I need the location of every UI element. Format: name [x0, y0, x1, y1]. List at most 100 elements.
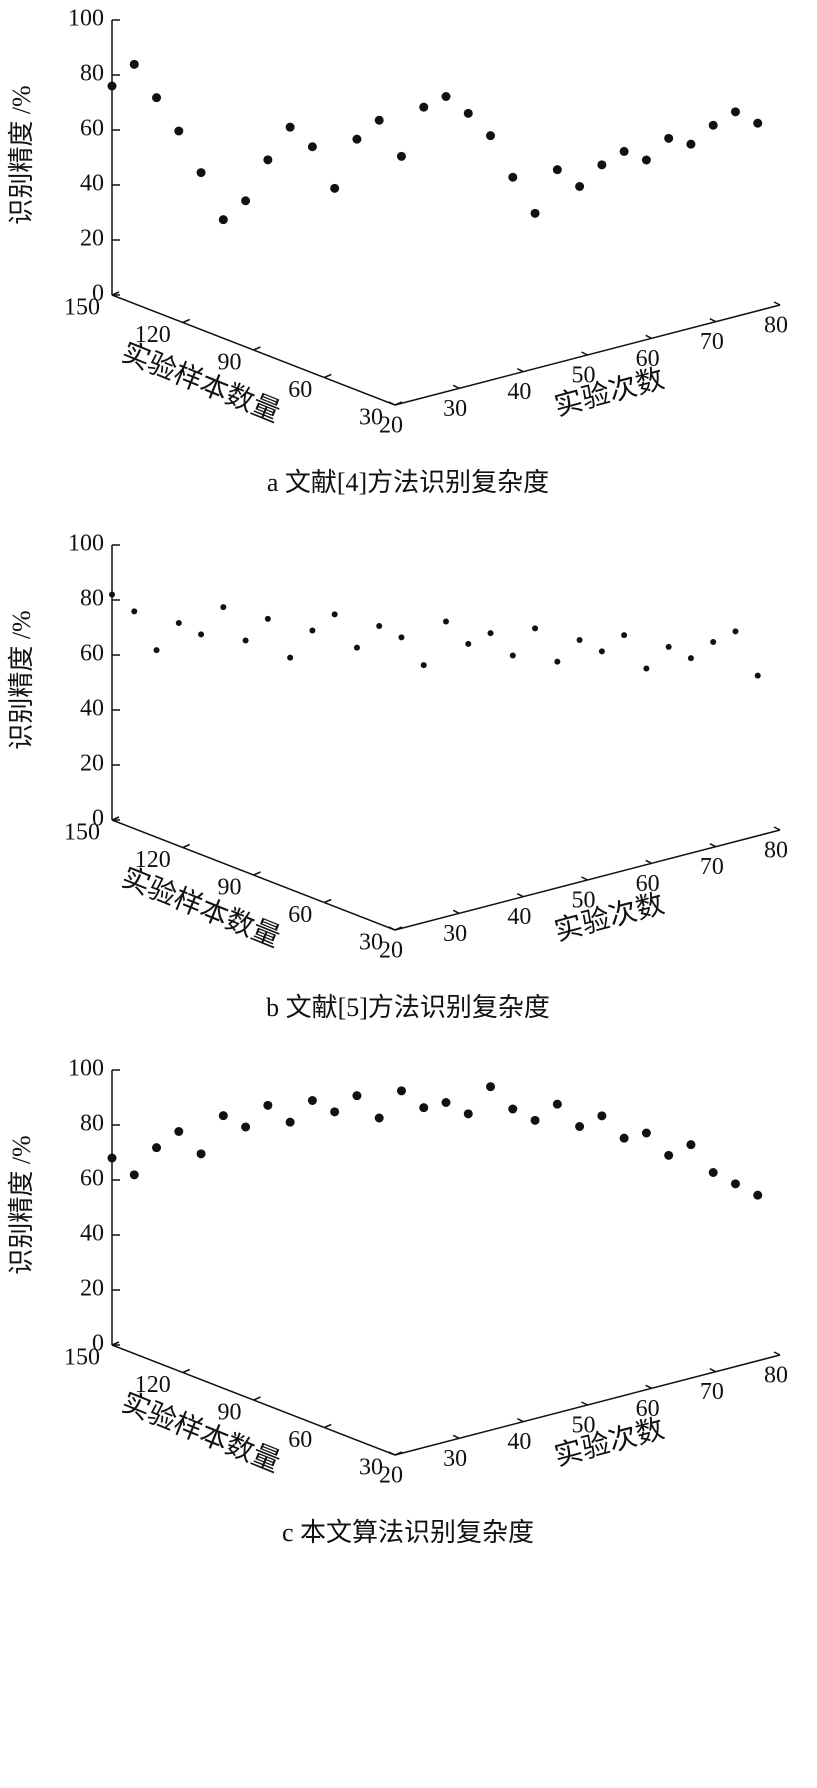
y-tick-label: 60: [288, 902, 312, 928]
x-tick: [773, 1351, 781, 1356]
data-point: [107, 1153, 117, 1163]
data-point: [597, 1111, 607, 1121]
data-point: [508, 172, 518, 182]
x-tick-label: 70: [700, 854, 724, 880]
data-point: [242, 637, 249, 644]
y-axis-label: 实验样本数量: [117, 336, 285, 429]
data-point: [443, 618, 449, 625]
y-tick: [111, 291, 120, 296]
y-tick: [111, 816, 120, 821]
data-point: [463, 108, 473, 118]
data-point: [109, 591, 115, 598]
y-tick-label: 90: [218, 875, 242, 901]
y-tick: [111, 1341, 120, 1346]
data-point: [129, 1170, 139, 1180]
y-axis-label: 实验样本数量: [117, 1386, 285, 1479]
z-axis-label: 识别精度 /%: [7, 610, 36, 749]
data-point: [530, 1115, 540, 1125]
data-point: [218, 1111, 228, 1121]
z-tick-label: 40: [80, 171, 104, 197]
data-point: [575, 182, 585, 191]
z-axis-label: 识别精度 /%: [7, 85, 36, 224]
x-tick: [516, 892, 524, 898]
y-tick-label: 30: [359, 405, 383, 431]
data-point: [175, 620, 182, 626]
data-point: [287, 654, 294, 661]
caption: c 本文算法识别复杂度: [282, 1518, 534, 1547]
data-point: [486, 131, 496, 141]
data-point: [508, 1104, 518, 1114]
y-tick: [253, 1396, 261, 1401]
data-point: [285, 1117, 295, 1127]
x-tick-label: 70: [700, 1379, 724, 1405]
x-tick-label: 60: [636, 1396, 660, 1422]
y-tick: [394, 1451, 403, 1456]
data-point: [686, 1140, 696, 1150]
y-tick-label: 120: [135, 1372, 171, 1398]
z-tick-label: 100: [68, 531, 104, 557]
data-point: [129, 59, 139, 69]
data-point: [708, 120, 718, 130]
x-tick: [645, 859, 653, 865]
data-point: [352, 1091, 362, 1101]
data-point: [420, 662, 427, 669]
data-point: [598, 648, 605, 655]
y-tick-label: 30: [359, 1455, 383, 1481]
y-tick-label: 60: [288, 1427, 312, 1453]
x-tick-label: 20: [379, 938, 403, 964]
x-tick-label: 20: [379, 413, 403, 439]
z-tick-label: 40: [80, 1221, 104, 1247]
y-tick-label: 150: [64, 1345, 100, 1371]
x-tick: [709, 1367, 717, 1373]
y-tick-label: 120: [135, 847, 171, 873]
x-tick: [773, 301, 781, 306]
x-tick-label: 80: [764, 838, 788, 864]
caption: a 文献[4]方法识别复杂度: [267, 468, 549, 497]
z-tick-label: 60: [80, 641, 104, 667]
y-tick: [394, 401, 403, 406]
z-tick-label: 80: [80, 1111, 104, 1137]
data-point: [331, 611, 338, 618]
data-point: [532, 625, 539, 632]
data-point: [486, 1082, 496, 1092]
data-point: [597, 160, 607, 170]
x-axis-label: 实验次数: [551, 888, 667, 948]
x-tick: [452, 909, 460, 915]
data-point: [753, 118, 763, 128]
y-tick: [323, 1423, 332, 1429]
data-point: [374, 115, 384, 125]
z-tick-label: 20: [80, 226, 104, 252]
data-point: [398, 634, 405, 641]
y-tick: [253, 346, 261, 351]
data-point: [643, 665, 650, 672]
x-tick-label: 80: [764, 313, 788, 339]
data-point: [530, 208, 540, 218]
x-tick: [645, 1384, 653, 1390]
data-point: [309, 627, 316, 634]
y-tick: [394, 926, 403, 931]
y-tick: [182, 843, 191, 849]
x-tick-label: 40: [507, 904, 531, 930]
data-point: [441, 1098, 451, 1107]
data-point: [619, 146, 629, 156]
x-tick-label: 30: [443, 921, 467, 947]
y-tick: [323, 373, 332, 379]
data-point: [263, 1100, 273, 1110]
x-tick: [581, 351, 588, 356]
data-point: [732, 628, 739, 635]
z-tick-label: 60: [80, 116, 104, 142]
data-point: [552, 165, 562, 175]
x-tick: [709, 317, 717, 323]
y-tick-label: 150: [64, 820, 100, 846]
data-point: [241, 196, 251, 206]
x-tick-label: 50: [572, 363, 596, 389]
x-tick: [516, 1417, 524, 1423]
data-point: [487, 630, 494, 637]
data-point: [664, 1150, 674, 1160]
data-point: [263, 155, 273, 165]
x-tick-label: 60: [636, 871, 660, 897]
data-point: [353, 644, 360, 651]
data-point: [352, 134, 362, 144]
